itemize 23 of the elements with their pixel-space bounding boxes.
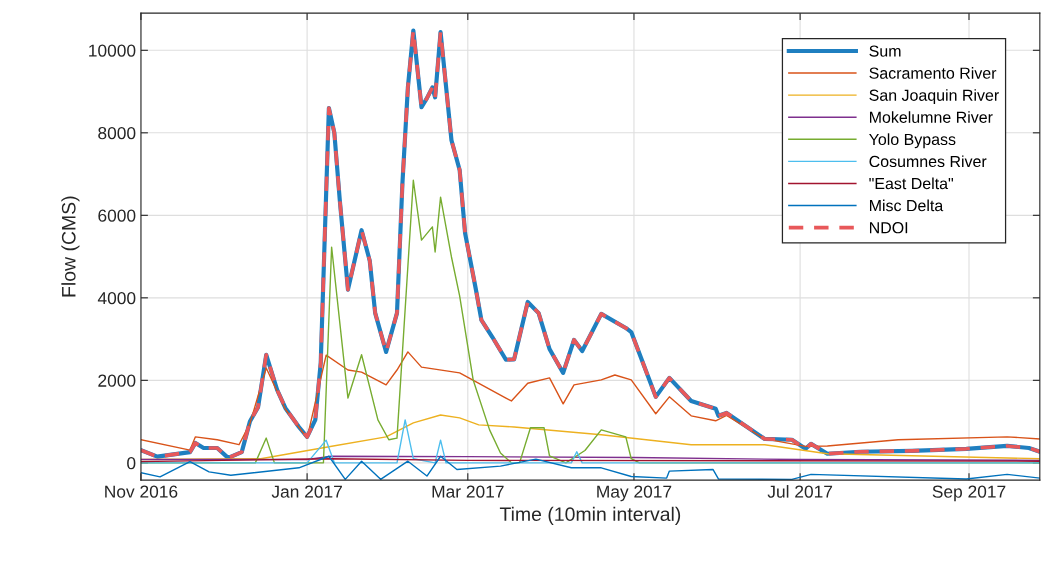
legend-label: Sacramento River <box>869 67 997 79</box>
legend-label: "East Delta" <box>869 177 954 190</box>
legend-label: Sum <box>869 45 901 57</box>
x-tick-label: May 2017 <box>597 485 672 502</box>
x-tick-label: Nov 2016 <box>105 485 178 498</box>
x-axis-title: Time (10min interval) <box>499 506 681 525</box>
y-tick-label: 10000 <box>89 44 136 57</box>
x-tick-label: Mar 2017 <box>432 485 504 498</box>
legend-label: Mokelumne River <box>869 111 993 123</box>
x-tick-label: Sep 2017 <box>932 485 1006 502</box>
y-tick-label: 8000 <box>98 126 136 140</box>
x-tick-label: Jul 2017 <box>767 485 833 498</box>
legend-label: NDOI <box>869 222 908 234</box>
y-axis-title: Flow (CMS) <box>61 196 80 297</box>
y-tick-label: 6000 <box>98 209 136 222</box>
legend-label: Cosumnes River <box>869 155 987 168</box>
legend-label: Misc Delta <box>869 199 944 212</box>
legend-label: San Joaquin River <box>869 89 999 105</box>
y-tick-label: 0 <box>127 457 136 470</box>
y-tick-label: 4000 <box>97 292 136 305</box>
legend-label: Yolo Bypass <box>869 133 956 149</box>
x-tick-label: Jan 2017 <box>271 485 342 498</box>
y-tick-label: 2000 <box>98 374 136 387</box>
